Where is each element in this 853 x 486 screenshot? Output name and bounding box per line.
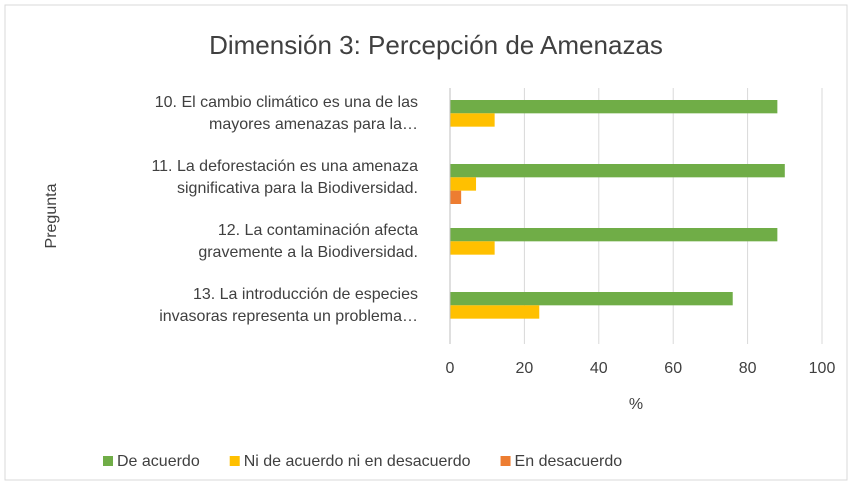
legend-label: De acuerdo bbox=[117, 453, 200, 470]
y-axis-label: Pregunta bbox=[43, 183, 60, 248]
bar bbox=[450, 164, 785, 178]
x-tick-label: 0 bbox=[446, 360, 455, 377]
legend-swatch bbox=[229, 456, 240, 466]
x-tick-label: 40 bbox=[590, 360, 608, 377]
x-tick-label: 80 bbox=[739, 360, 757, 377]
y-tick-label: 12. La contaminación afecta bbox=[218, 222, 418, 239]
legend-label: En desacuerdo bbox=[515, 453, 623, 470]
legend-label: Ni de acuerdo ni en desacuerdo bbox=[244, 453, 471, 470]
x-tick-label: 20 bbox=[516, 360, 534, 377]
bar bbox=[450, 305, 540, 319]
legend-swatch bbox=[103, 456, 113, 466]
chart-frame bbox=[4, 4, 848, 481]
y-tick-label: significativa para la Biodiversidad. bbox=[177, 180, 418, 197]
bar bbox=[450, 228, 778, 242]
x-axis-label: % bbox=[629, 396, 643, 413]
y-tick-label: gravemente a la Biodiversidad. bbox=[198, 244, 418, 261]
x-tick-label: 100 bbox=[809, 360, 836, 377]
bar bbox=[450, 190, 462, 204]
y-tick-label: invasoras representa un problema… bbox=[159, 308, 418, 325]
bar bbox=[450, 100, 778, 114]
bar bbox=[450, 292, 733, 306]
legend-swatch bbox=[500, 456, 511, 466]
bar bbox=[450, 113, 495, 127]
y-tick-label: 13. La introducción de especies bbox=[193, 286, 418, 303]
x-tick-label: 60 bbox=[664, 360, 682, 377]
bar bbox=[450, 241, 495, 255]
y-tick-label: 11. La deforestación es una amenaza bbox=[151, 158, 418, 175]
y-tick-label: 10. El cambio climático es una de las bbox=[155, 94, 418, 111]
chart-title: Dimensión 3: Percepción de Amenazas bbox=[209, 30, 663, 60]
y-tick-label: mayores amenazas para la… bbox=[209, 116, 418, 133]
bar bbox=[450, 177, 477, 191]
